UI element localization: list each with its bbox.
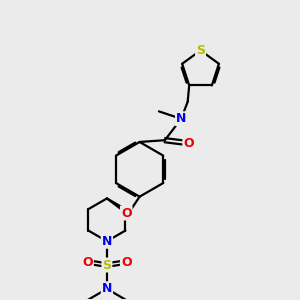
Text: O: O	[121, 206, 131, 220]
Text: N: N	[176, 112, 186, 125]
Text: S: S	[196, 44, 205, 57]
Text: O: O	[121, 256, 131, 268]
Text: N: N	[102, 235, 112, 248]
Text: O: O	[183, 137, 194, 150]
Text: S: S	[102, 259, 111, 272]
Text: O: O	[82, 256, 93, 268]
Text: N: N	[102, 282, 112, 295]
